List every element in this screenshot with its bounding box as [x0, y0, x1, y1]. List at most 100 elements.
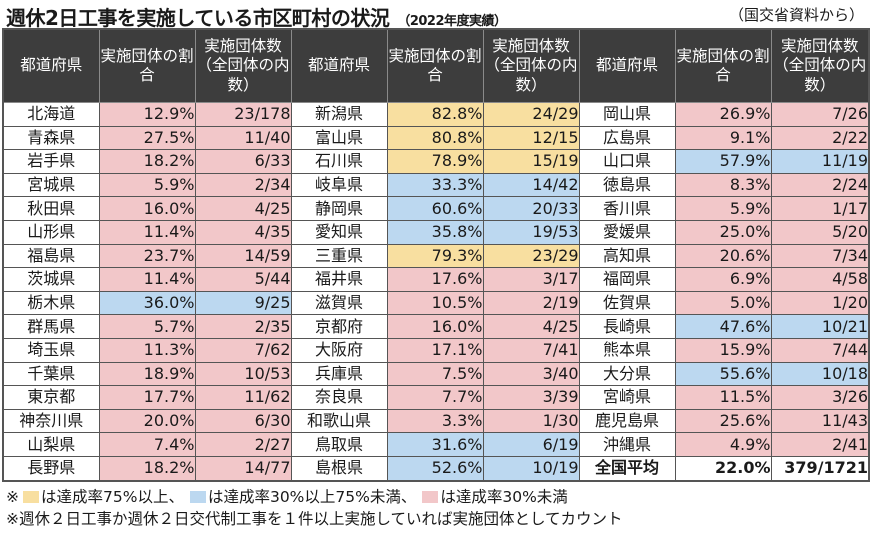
header-count: 実施団体数（全団体の内数）	[482, 28, 580, 103]
count-cell: 6/33	[194, 149, 292, 174]
prefecture-cell: 山口県	[578, 149, 676, 174]
rate-cell: 10.5%	[386, 290, 484, 316]
notes: ※ は達成率75%以上、 は達成率30%以上75%未満、 は達成率30%未満 ※週休…	[6, 486, 623, 530]
rate-cell: 78.9%	[386, 149, 484, 174]
rate-cell: 25.0%	[674, 219, 772, 245]
table-row: 岩手県 18.2% 6/33 石川県 78.9% 15/19 山口県 57.9% 11/19	[2, 149, 870, 174]
rate-cell: 5.9%	[98, 172, 196, 198]
count-cell: 7/26	[770, 102, 870, 127]
status-table: 都道府県 実施団体の割合 実施団体数（全団体の内数） 都道府県 実施団体の割合 …	[2, 28, 870, 482]
prefecture-cell: 福井県	[290, 267, 388, 292]
rate-cell: 33.3%	[386, 172, 484, 198]
prefecture-cell: 長崎県	[578, 314, 676, 339]
count-cell: 20/33	[482, 196, 580, 221]
prefecture-cell: 宮崎県	[578, 385, 676, 410]
count-cell: 14/42	[482, 172, 580, 198]
prefecture-cell: 山梨県	[2, 432, 100, 457]
rate-cell: 15.9%	[674, 337, 772, 363]
prefecture-cell: 福岡県	[578, 267, 676, 292]
table-row: 山梨県 7.4% 2/27 鳥取県 31.6% 6/19 沖縄県 4.9% 2/41	[2, 432, 870, 457]
legend-swatch-blue	[189, 491, 206, 503]
count-cell: 3/40	[482, 361, 580, 387]
count-cell: 379/1721	[770, 455, 870, 482]
prefecture-cell: 岐阜県	[290, 172, 388, 198]
count-cell: 3/39	[482, 385, 580, 410]
rate-cell: 7.5%	[386, 361, 484, 387]
table-row: 秋田県 16.0% 4/25 静岡県 60.6% 20/33 香川県 5.9% 1/17	[2, 196, 870, 221]
prefecture-cell: 愛知県	[290, 219, 388, 245]
count-cell: 4/25	[194, 196, 292, 221]
rate-cell: 7.7%	[386, 385, 484, 410]
rate-cell: 36.0%	[98, 290, 196, 316]
rate-cell: 52.6%	[386, 455, 484, 482]
count-cell: 10/18	[770, 361, 870, 387]
rate-cell: 80.8%	[386, 125, 484, 151]
prefecture-cell: 奈良県	[290, 385, 388, 410]
count-cell: 2/35	[194, 314, 292, 339]
header-prefecture: 都道府県	[2, 28, 100, 103]
prefecture-cell: 青森県	[2, 125, 100, 151]
count-cell: 11/43	[770, 408, 870, 434]
header-rate: 実施団体の割合	[674, 28, 772, 103]
rate-cell: 18.9%	[98, 361, 196, 387]
count-cell: 14/59	[194, 243, 292, 269]
count-cell: 2/41	[770, 432, 870, 457]
table-row: 長野県 18.2% 14/77 島根県 52.6% 10/19 全国平均 22.0% 379/1…	[2, 455, 870, 482]
title-text: 週休2日工事を実施している市区町村の状況	[6, 6, 390, 30]
rate-cell: 26.9%	[674, 102, 772, 127]
prefecture-cell: 広島県	[578, 125, 676, 151]
prefecture-cell: 大分県	[578, 361, 676, 387]
rate-cell: 22.0%	[674, 455, 772, 482]
rate-cell: 31.6%	[386, 432, 484, 457]
rate-cell: 7.4%	[98, 432, 196, 457]
prefecture-cell: 神奈川県	[2, 408, 100, 434]
rate-cell: 35.8%	[386, 219, 484, 245]
count-cell: 15/19	[482, 149, 580, 174]
table-row: 千葉県 18.9% 10/53 兵庫県 7.5% 3/40 大分県 55.6% 10/18	[2, 361, 870, 387]
prefecture-cell: 佐賀県	[578, 290, 676, 316]
rate-cell: 20.6%	[674, 243, 772, 269]
prefecture-cell: 高知県	[578, 243, 676, 269]
count-cell: 7/62	[194, 337, 292, 363]
rate-cell: 25.6%	[674, 408, 772, 434]
count-cell: 3/17	[482, 267, 580, 292]
rate-cell: 11.5%	[674, 385, 772, 410]
count-cell: 6/30	[194, 408, 292, 434]
prefecture-cell: 埼玉県	[2, 337, 100, 363]
table-body: 北海道 12.9% 23/178 新潟県 82.8% 24/29 岡山県 26.9% 7/26 青…	[2, 102, 870, 482]
count-cell: 2/34	[194, 172, 292, 198]
rate-cell: 18.2%	[98, 149, 196, 174]
prefecture-cell: 鳥取県	[290, 432, 388, 457]
count-cell: 10/21	[770, 314, 870, 339]
count-cell: 19/53	[482, 219, 580, 245]
count-cell: 3/26	[770, 385, 870, 410]
count-cell: 23/178	[194, 102, 292, 127]
prefecture-cell: 秋田県	[2, 196, 100, 221]
table-row: 東京都 17.7% 11/62 奈良県 7.7% 3/39 宮崎県 11.5% 3/26	[2, 385, 870, 410]
prefecture-cell: 福島県	[2, 243, 100, 269]
rate-cell: 17.6%	[386, 267, 484, 292]
prefecture-cell: 茨城県	[2, 267, 100, 292]
table-row: 山形県 11.4% 4/35 愛知県 35.8% 19/53 愛媛県 25.0% 5/20	[2, 219, 870, 245]
footnote: ※週休２日工事か週休２日交代制工事を１件以上実施していれば実施団体としてカウント	[6, 510, 623, 528]
rate-cell: 47.6%	[674, 314, 772, 339]
prefecture-cell: 東京都	[2, 385, 100, 410]
prefecture-cell: 大阪府	[290, 337, 388, 363]
prefecture-cell: 宮城県	[2, 172, 100, 198]
prefecture-cell: 静岡県	[290, 196, 388, 221]
legend-prefix: ※	[6, 488, 19, 506]
prefecture-cell: 兵庫県	[290, 361, 388, 387]
prefecture-cell: 北海道	[2, 102, 100, 127]
rate-cell: 27.5%	[98, 125, 196, 151]
table-row: 栃木県 36.0% 9/25 滋賀県 10.5% 2/19 佐賀県 5.0% 1/20	[2, 290, 870, 316]
count-cell: 7/41	[482, 337, 580, 363]
prefecture-cell: 富山県	[290, 125, 388, 151]
table-row: 福島県 23.7% 14/59 三重県 79.3% 23/29 高知県 20.6% 7/34	[2, 243, 870, 269]
source-credit: （国交省資料から）	[728, 6, 864, 24]
rate-cell: 3.3%	[386, 408, 484, 434]
count-cell: 11/19	[770, 149, 870, 174]
prefecture-cell: 滋賀県	[290, 290, 388, 316]
count-cell: 5/44	[194, 267, 292, 292]
title-subtitle: （2022年度実績）	[397, 14, 507, 29]
rate-cell: 79.3%	[386, 243, 484, 269]
